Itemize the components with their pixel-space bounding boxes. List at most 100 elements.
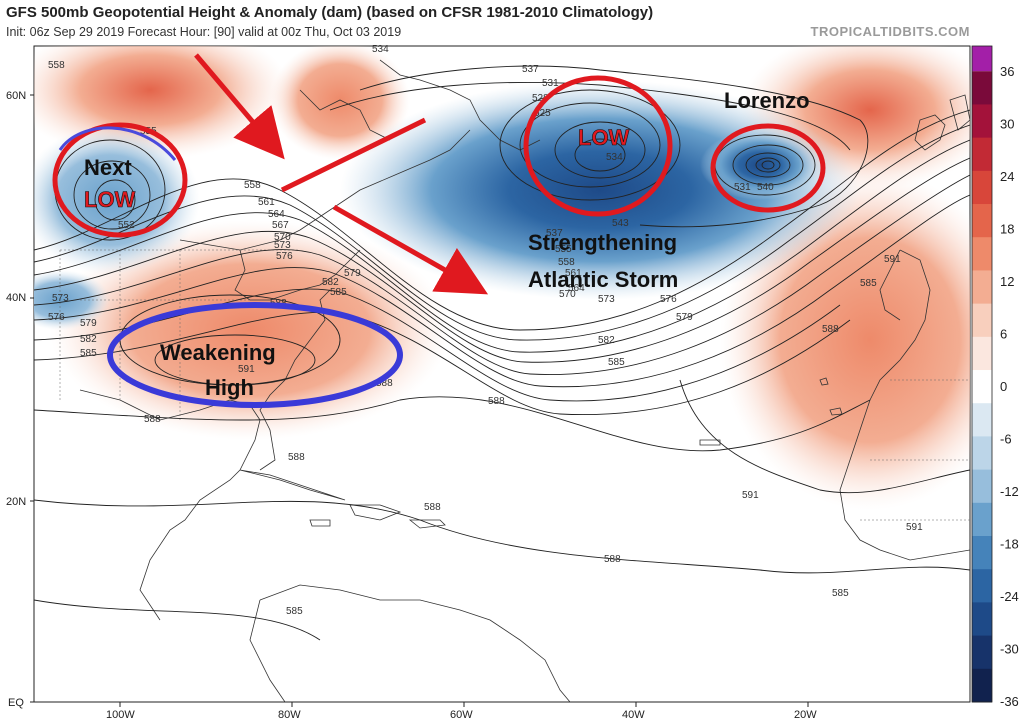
- contour-label: 531: [542, 78, 559, 89]
- colorbar-tick-label: 24: [1000, 169, 1014, 184]
- contour-label: 588: [424, 502, 441, 513]
- atlantic-low-label: LOW: [578, 125, 630, 150]
- colorbar-band: [972, 303, 992, 338]
- arrow-northeast-line: [280, 117, 427, 193]
- colorbar-band: [972, 469, 992, 504]
- contour-label: 534: [606, 152, 623, 163]
- colorbar-band: [972, 668, 992, 703]
- contour-label: 588: [144, 414, 161, 425]
- contour-label: 525: [534, 108, 551, 119]
- contour-label: 579: [80, 318, 97, 329]
- next-low-circle: [52, 122, 188, 238]
- contour-label: 561: [565, 268, 582, 279]
- colorbar-tick-label: 12: [1000, 274, 1014, 289]
- contour-label: 543: [612, 218, 629, 229]
- map-title: GFS 500mb Geopotential Height & Anomaly …: [6, 4, 654, 21]
- contour-label: 585: [832, 588, 849, 599]
- contour-label: 576: [660, 294, 677, 305]
- contour-label: 582: [80, 334, 97, 345]
- anomaly-positive-hudson: [270, 46, 410, 160]
- colorbar-band: [972, 270, 992, 305]
- contour-label: 573: [274, 240, 291, 251]
- contour-label: 555: [555, 244, 572, 255]
- colorbar: 36 30 24 18 12 6 0 -6 -12 -18 -24 -30 -36: [971, 45, 1019, 709]
- contour-label: 585: [286, 606, 303, 617]
- contour-label: 591: [238, 364, 255, 375]
- contour-label: 558: [558, 257, 575, 268]
- contour-label: 570: [274, 232, 291, 243]
- brand-watermark: TROPICALTIDBITS.COM: [810, 24, 970, 39]
- next-low-label: LOW: [84, 187, 136, 212]
- next-label: Next: [84, 155, 132, 180]
- contour-label: 585: [860, 278, 877, 289]
- contour-label: 528: [532, 93, 549, 104]
- colorbar-tick-label: 18: [1000, 222, 1014, 237]
- colorbar-band: [972, 635, 992, 670]
- lon-label-80w: 80W: [278, 709, 301, 721]
- atlantic-storm-label: Atlantic Storm: [528, 267, 678, 292]
- colorbar-band: [972, 403, 992, 437]
- contour-label: 558: [48, 60, 65, 71]
- colorbar-band: [972, 71, 992, 105]
- annotations: Next LOW LOW Lorenzo Strengthening Atlan…: [52, 53, 826, 408]
- next-low-blue-arc: [58, 126, 177, 161]
- contour-label: 537: [522, 64, 539, 75]
- anomaly-positive-southeast-us: [50, 220, 450, 440]
- colorbar-band: [972, 204, 992, 238]
- lorenzo-label: Lorenzo: [724, 88, 810, 113]
- lon-label-100w: 100W: [106, 709, 135, 721]
- weakening-high-ellipse: [107, 302, 403, 408]
- colorbar-band: [972, 170, 992, 205]
- lon-label-20w: 20W: [794, 709, 817, 721]
- colorbar-tick-label: -36: [1000, 694, 1019, 709]
- axis-labels: 60N 40N 20N EQ 100W 80W 60W 40W 20W: [6, 90, 817, 721]
- contour-label: 591: [884, 254, 901, 265]
- colorbar-band: [972, 436, 992, 471]
- colorbar-band: [972, 137, 992, 172]
- colorbar-tick-label: -12: [1000, 484, 1019, 499]
- contour-label: 564: [268, 209, 285, 220]
- anomaly-negative-lorenzo: [700, 130, 820, 200]
- colorbar-band: [972, 502, 992, 537]
- contour-label: 561: [258, 197, 275, 208]
- contour-label: 579: [676, 312, 693, 323]
- colorbar-band: [972, 602, 992, 637]
- colorbar-band: [972, 237, 992, 271]
- lat-label-60n: 60N: [6, 90, 26, 102]
- map-subtitle: Init: 06z Sep 29 2019 Forecast Hour: [90…: [6, 25, 402, 39]
- lat-label-40n: 40N: [6, 292, 26, 304]
- contour-label: 531: [734, 182, 751, 193]
- contour-label: 573: [52, 293, 69, 304]
- weakening-label: Weakening: [160, 340, 276, 365]
- colorbar-band: [972, 536, 992, 570]
- contour-label: 537: [546, 228, 563, 239]
- colorbar-tick-label: 30: [1000, 117, 1014, 132]
- contour-label: 588: [488, 396, 505, 407]
- contour-label: 588: [288, 452, 305, 463]
- contour-label: 570: [559, 289, 576, 300]
- lorenzo-circle: [710, 123, 826, 213]
- contour-label: 588: [376, 378, 393, 389]
- lon-label-60w: 60W: [450, 709, 473, 721]
- arrow-northwest: [194, 53, 285, 160]
- atlantic-low-circle: [523, 75, 673, 217]
- colorbar-band: [972, 370, 992, 404]
- contour-label: 585: [330, 287, 347, 298]
- contour-label: 576: [48, 312, 65, 323]
- contour-label: 558: [244, 180, 261, 191]
- colorbar-tick-label: 36: [1000, 64, 1014, 79]
- contour-label: 582: [322, 277, 339, 288]
- contour-label: 576: [276, 251, 293, 262]
- anomaly-negative-next-low: [34, 125, 200, 275]
- contour-labels: 5585555525585615645675705735765795825855…: [48, 44, 923, 617]
- contour-label: 579: [344, 268, 361, 279]
- colorbar-tick-label: 6: [1000, 327, 1007, 342]
- contour-label: 585: [608, 357, 625, 368]
- contour-label: 588: [822, 324, 839, 335]
- contour-label: 585: [80, 348, 97, 359]
- colorbar-tick-label: -24: [1000, 589, 1019, 604]
- contour-label: 591: [906, 522, 923, 533]
- arrow-southeast: [332, 204, 489, 295]
- colorbar-band: [972, 336, 992, 371]
